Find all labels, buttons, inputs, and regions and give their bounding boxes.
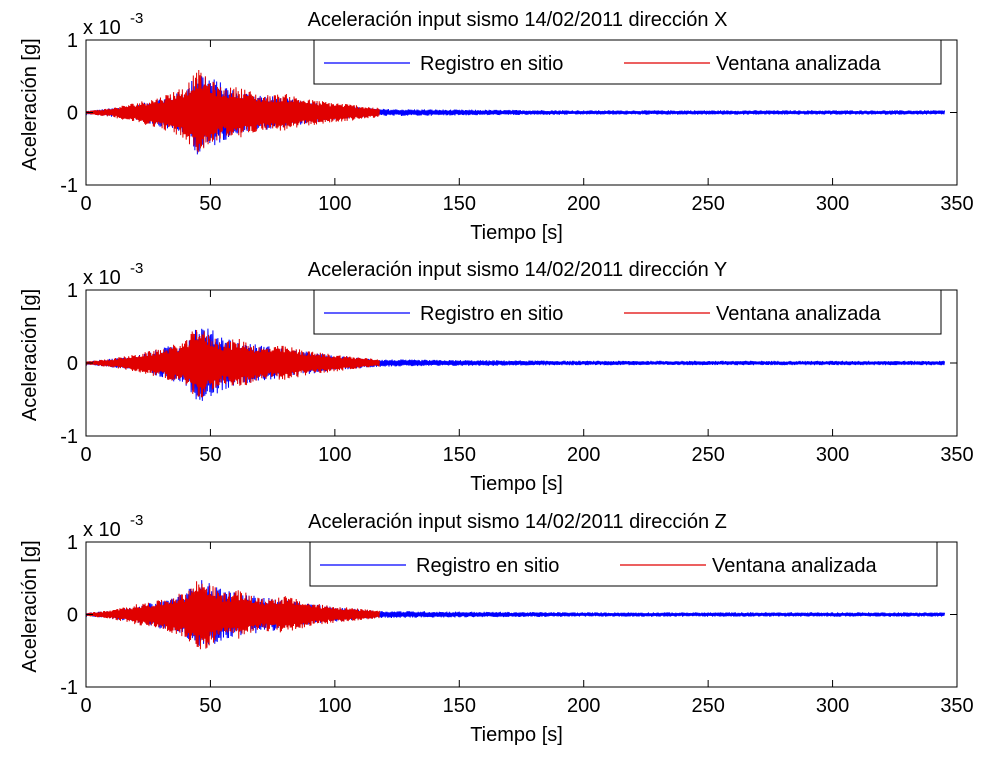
x-tick-label: 100 bbox=[318, 193, 351, 215]
x-tick-label: 150 bbox=[443, 193, 476, 215]
x-tick-label: 50 bbox=[199, 695, 221, 717]
y-axis-label: Aceleración [g] bbox=[19, 38, 41, 170]
chart-title: Aceleración input sismo 14/02/2011 direc… bbox=[308, 511, 727, 533]
legend-label-ventana: Ventana analizada bbox=[716, 53, 881, 75]
x-tick-label: 300 bbox=[816, 444, 849, 466]
x-tick-label: 50 bbox=[199, 444, 221, 466]
legend-label-ventana: Ventana analizada bbox=[712, 555, 877, 577]
y-tick-label: 1 bbox=[67, 30, 78, 52]
x-tick-label: 200 bbox=[567, 193, 600, 215]
series-registro-en-sitio-line bbox=[85, 580, 946, 646]
series-registro-en-sitio-line bbox=[85, 328, 946, 401]
x-tick-label: 50 bbox=[199, 193, 221, 215]
legend: Registro en sitio Ventana analizada bbox=[313, 39, 942, 85]
legend: Registro en sitio Ventana analizada bbox=[309, 541, 938, 587]
y-exponent-label: -3 bbox=[130, 512, 143, 529]
y-tick-label: 1 bbox=[67, 280, 78, 302]
legend-label-registro: Registro en sitio bbox=[416, 555, 559, 577]
y-exponent-label: -3 bbox=[130, 260, 143, 277]
legend-box bbox=[313, 289, 942, 335]
x-tick-label: 300 bbox=[816, 695, 849, 717]
chart-title: Aceleración input sismo 14/02/2011 direc… bbox=[308, 259, 728, 281]
x-axis-label: Tiempo [s] bbox=[470, 473, 563, 495]
y-multiplier-label: x 10 bbox=[83, 519, 121, 541]
x-tick-label: 250 bbox=[691, 444, 724, 466]
series-ventana-analizada-line bbox=[85, 69, 380, 153]
x-tick-label: 250 bbox=[691, 695, 724, 717]
legend-box bbox=[313, 39, 942, 85]
x-tick-label: 100 bbox=[318, 695, 351, 717]
y-tick-label: -1 bbox=[60, 426, 78, 448]
x-tick-label: 250 bbox=[691, 193, 724, 215]
y-tick-label: 0 bbox=[67, 605, 78, 627]
series-ventana-analizada-line bbox=[85, 581, 380, 650]
x-tick-label: 0 bbox=[80, 695, 91, 717]
x-tick-label: 350 bbox=[940, 695, 973, 717]
legend-label-ventana: Ventana analizada bbox=[716, 303, 881, 325]
y-axis-label: Aceleración [g] bbox=[19, 289, 41, 421]
x-tick-label: 0 bbox=[80, 444, 91, 466]
x-tick-label: 150 bbox=[443, 695, 476, 717]
x-tick-label: 0 bbox=[80, 193, 91, 215]
y-tick-label: -1 bbox=[60, 175, 78, 197]
legend-label-registro: Registro en sitio bbox=[420, 53, 563, 75]
x-axis-label: Tiempo [s] bbox=[470, 724, 563, 746]
x-tick-label: 350 bbox=[940, 444, 973, 466]
x-tick-label: 200 bbox=[567, 444, 600, 466]
y-tick-label: 0 bbox=[67, 103, 78, 125]
x-axis-label: Tiempo [s] bbox=[470, 222, 563, 244]
x-tick-label: 200 bbox=[567, 695, 600, 717]
y-tick-label: 0 bbox=[67, 353, 78, 375]
y-tick-label: -1 bbox=[60, 677, 78, 699]
y-multiplier-label: x 10 bbox=[83, 17, 121, 39]
series-ventana-analizada-line bbox=[85, 329, 380, 398]
legend-label-registro: Registro en sitio bbox=[420, 303, 563, 325]
y-axis-label: Aceleración [g] bbox=[19, 540, 41, 672]
x-tick-label: 150 bbox=[443, 444, 476, 466]
x-tick-label: 300 bbox=[816, 193, 849, 215]
legend: Registro en sitio Ventana analizada bbox=[313, 289, 942, 335]
chart-title: Aceleración input sismo 14/02/2011 direc… bbox=[308, 9, 728, 31]
y-exponent-label: -3 bbox=[130, 10, 143, 27]
legend-box bbox=[309, 541, 938, 587]
x-tick-label: 350 bbox=[940, 193, 973, 215]
x-tick-label: 100 bbox=[318, 444, 351, 466]
y-tick-label: 1 bbox=[67, 532, 78, 554]
y-multiplier-label: x 10 bbox=[83, 267, 121, 289]
